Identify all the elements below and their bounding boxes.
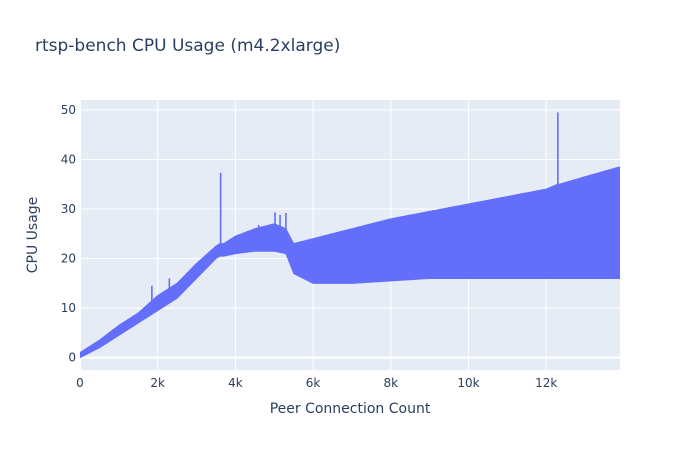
y-tick-label: 40 — [61, 152, 76, 166]
y-tick-label: 0 — [68, 351, 76, 365]
x-tick-label: 6k — [306, 376, 321, 390]
y-tick-label: 10 — [61, 301, 76, 315]
y-tick-label: 30 — [61, 202, 76, 216]
x-tick-label: 0 — [76, 376, 84, 390]
x-tick-label: 4k — [228, 376, 243, 390]
x-tick-label: 2k — [150, 376, 165, 390]
y-tick-label: 50 — [61, 103, 76, 117]
y-axis-title: CPU Usage — [25, 197, 41, 274]
x-tick-label: 12k — [535, 376, 557, 390]
x-tick-label: 10k — [457, 376, 479, 390]
x-axis-title: Peer Connection Count — [270, 401, 431, 417]
y-tick-label: 20 — [61, 252, 76, 266]
x-tick-label: 8k — [383, 376, 398, 390]
chart-title: rtsp-bench CPU Usage (m4.2xlarge) — [35, 36, 340, 56]
series-line-0 — [80, 166, 620, 359]
